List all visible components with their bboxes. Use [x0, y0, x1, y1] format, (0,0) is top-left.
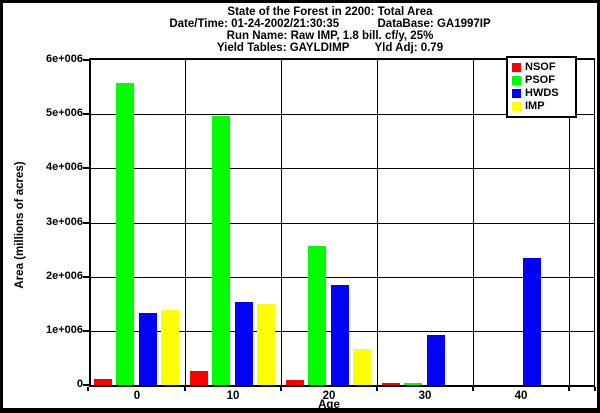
bar-NSOF-20 [286, 380, 304, 385]
x-tick-mark [376, 387, 378, 391]
bar-PSOF-30 [404, 383, 422, 385]
y-axis-title: Area (millions of acres) [14, 161, 26, 289]
gridline-vertical [569, 60, 570, 385]
legend-item-IMP: IMP [512, 100, 573, 113]
gridline-horizontal [91, 223, 594, 224]
y-tick-mark [83, 384, 89, 386]
gridline-vertical [473, 60, 474, 385]
gridline-vertical [377, 60, 378, 385]
bar-HWDS-10 [235, 302, 253, 385]
legend-label-HWDS: HWDS [525, 87, 559, 99]
legend-item-PSOF: PSOF [512, 74, 573, 87]
x-tick-mark [280, 387, 282, 391]
x-tick-mark [184, 387, 186, 391]
y-tick-label: 4e+006 [45, 161, 83, 173]
bar-HWDS-20 [331, 285, 349, 385]
x-tick-mark [87, 387, 89, 391]
y-tick-mark [83, 113, 89, 115]
legend-item-HWDS: HWDS [512, 87, 573, 100]
chart-subtitle-date: Date/Time: 01-24-2002/21:30:35 DataBase:… [169, 18, 491, 30]
legend-item-NSOF: NSOF [512, 61, 573, 74]
y-tick-label: 6e+006 [45, 53, 83, 65]
chart-subtitle-run: Run Name: Raw IMP, 1.8 bill. cf/y, 25% [226, 30, 434, 42]
bar-NSOF-10 [190, 371, 208, 385]
chart-subtitle-yield: Yield Tables: GAYLDIMP Yld Adj: 0.79 [216, 42, 444, 54]
bar-PSOF-10 [212, 116, 230, 385]
y-tick-mark [83, 167, 89, 169]
legend: NSOF PSOF HWDS IMP [506, 56, 577, 118]
x-tick-mark [568, 387, 570, 391]
legend-swatch-HWDS [512, 89, 521, 98]
gridline-vertical [281, 60, 282, 385]
gridline-horizontal [91, 114, 594, 115]
y-tick-mark [83, 276, 89, 278]
y-tick-label: 2e+006 [45, 270, 83, 282]
bar-PSOF-20 [308, 246, 326, 385]
bar-IMP-0 [161, 310, 179, 385]
gridline-horizontal [91, 168, 594, 169]
bar-PSOF-0 [116, 83, 134, 385]
y-tick-mark [83, 222, 89, 224]
legend-swatch-IMP [512, 102, 521, 111]
y-tick-mark [83, 59, 89, 61]
legend-swatch-NSOF [512, 63, 521, 72]
x-tick-label: 0 [133, 390, 141, 402]
x-tick-mark [472, 387, 474, 391]
gridline-horizontal [91, 277, 594, 278]
legend-swatch-PSOF [512, 76, 521, 85]
legend-label-IMP: IMP [525, 100, 545, 112]
bar-HWDS-0 [139, 313, 157, 385]
x-tick-label: 20 [322, 390, 336, 402]
x-tick-mark [594, 387, 596, 391]
y-tick-label: 3e+006 [45, 216, 83, 228]
y-tick-label: 5e+006 [45, 107, 83, 119]
bar-IMP-10 [257, 304, 275, 385]
bar-IMP-20 [353, 349, 371, 385]
legend-label-PSOF: PSOF [525, 74, 555, 86]
y-tick-mark [83, 330, 89, 332]
bar-NSOF-30 [382, 383, 400, 385]
x-tick-label: 30 [418, 390, 432, 402]
chart-title: State of the Forest in 2200: Total Area [227, 6, 433, 18]
y-tick-label: 0 [76, 378, 83, 390]
x-tick-label: 10 [226, 390, 240, 402]
plot-area [89, 58, 595, 387]
bar-NSOF-0 [94, 379, 112, 385]
gridline-vertical [185, 60, 186, 385]
bar-HWDS-40 [523, 258, 541, 385]
bar-HWDS-30 [427, 335, 445, 385]
y-tick-label: 1e+006 [45, 324, 83, 336]
legend-label-NSOF: NSOF [525, 61, 556, 73]
x-tick-label: 40 [514, 390, 528, 402]
x-axis-title: Age [318, 399, 340, 411]
